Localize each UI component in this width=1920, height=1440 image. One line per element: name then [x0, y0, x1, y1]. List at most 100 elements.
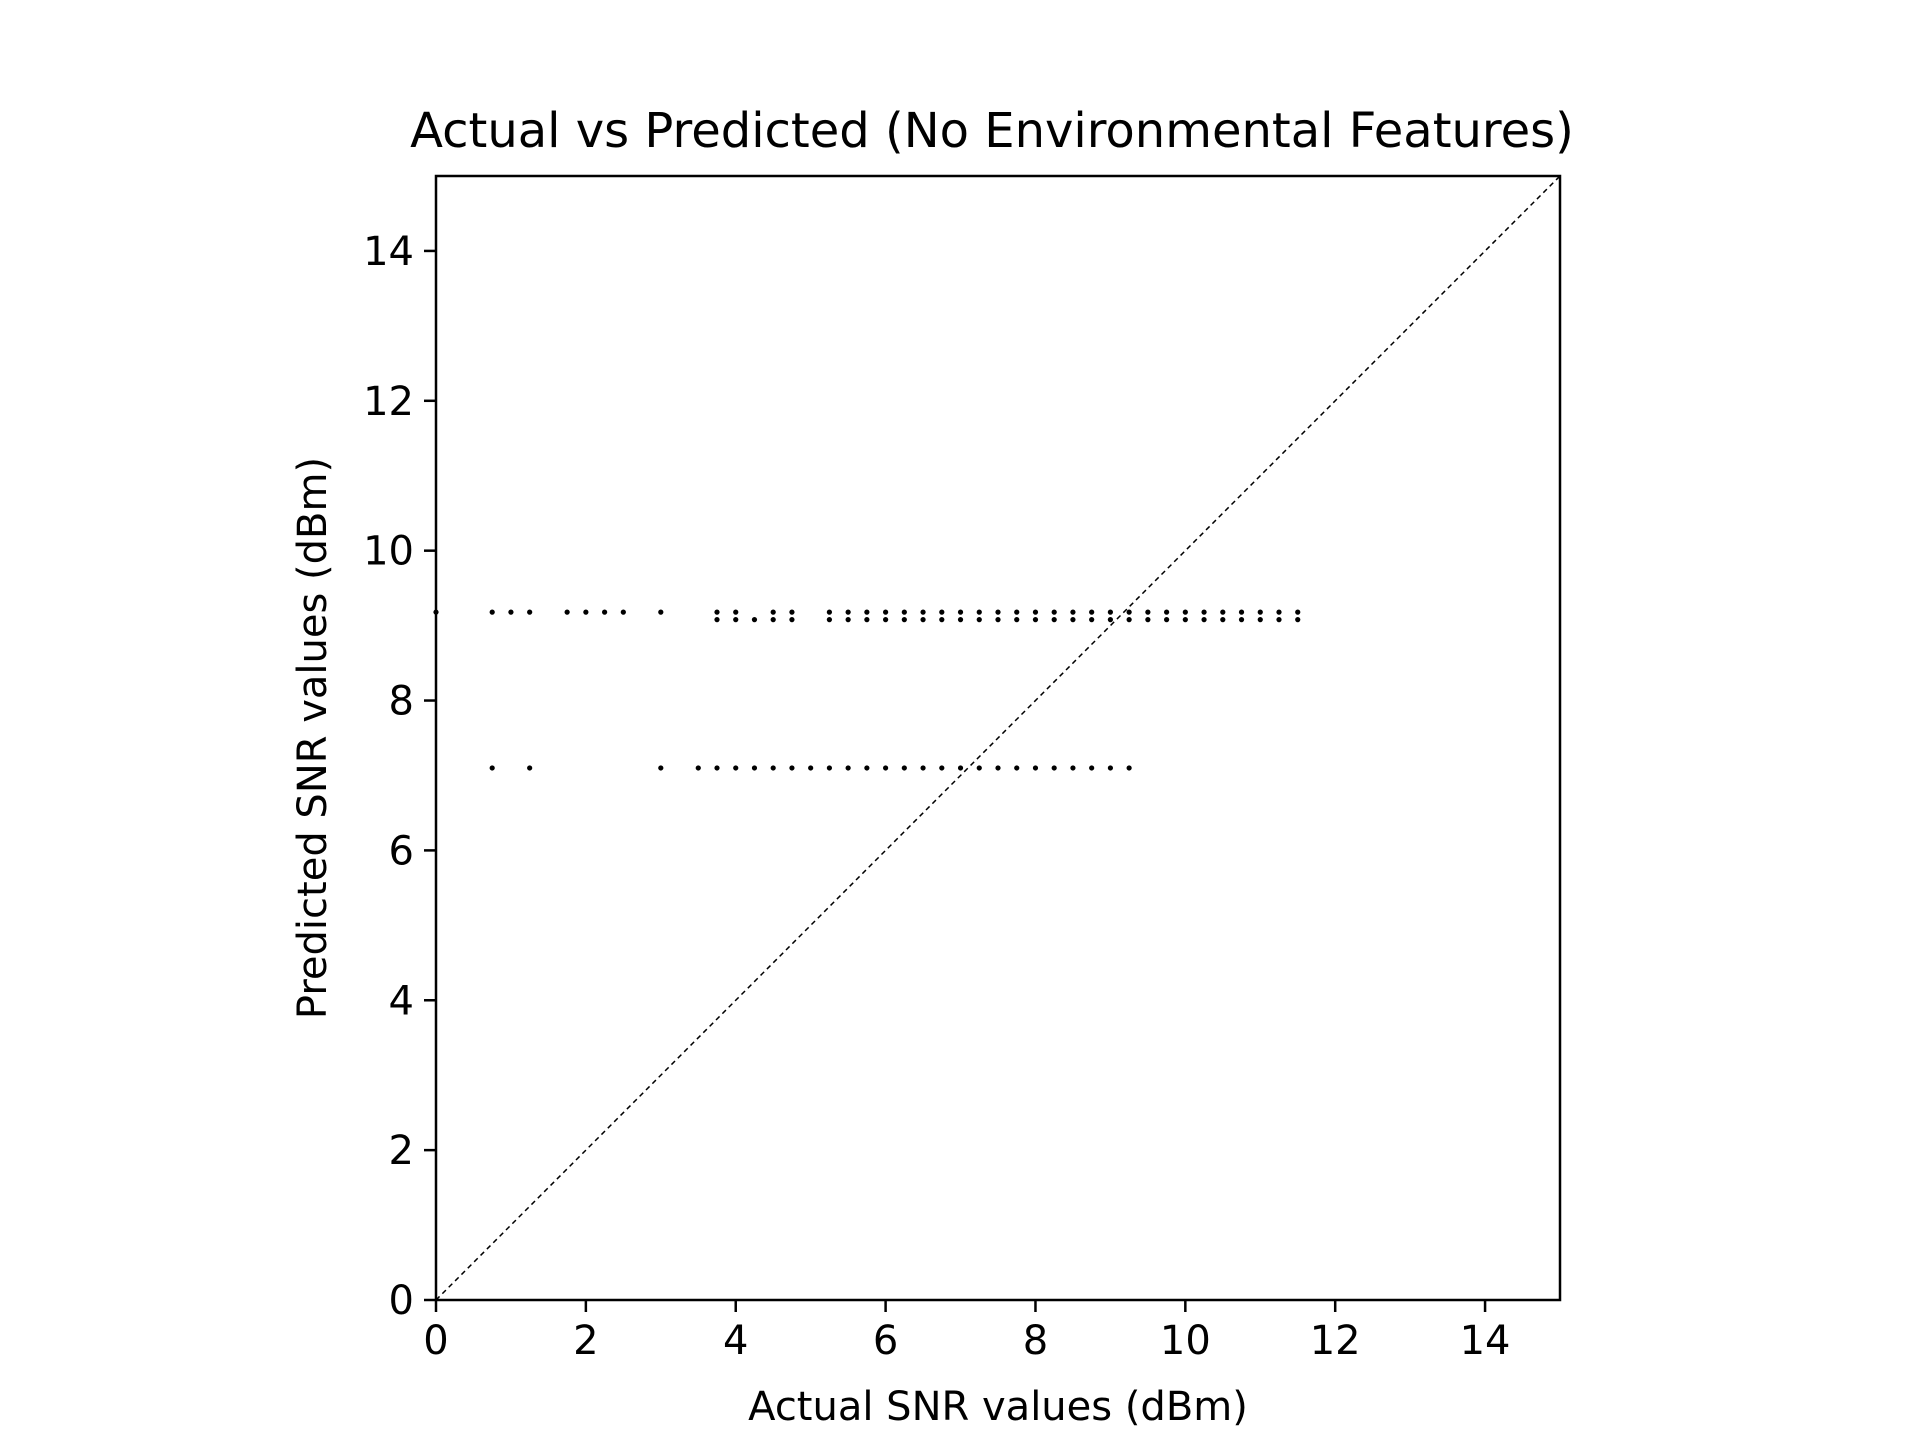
data-point-high-lower	[939, 617, 945, 623]
data-point-high-upper	[939, 609, 945, 615]
data-point-high-upper	[1014, 609, 1020, 615]
y-tick-label: 8	[389, 679, 414, 725]
data-point-high-upper	[527, 609, 533, 615]
data-point-high-upper	[883, 609, 889, 615]
data-point-high-lower	[1257, 617, 1263, 623]
data-point-low	[1070, 765, 1076, 771]
data-point-high-upper	[901, 609, 907, 615]
data-point-high-upper	[583, 609, 589, 615]
data-point-high-lower	[1220, 617, 1226, 623]
data-point-high-lower	[1126, 617, 1132, 623]
x-axis-title: Actual SNR values (dBm)	[748, 1384, 1248, 1430]
data-point-high-lower	[1182, 617, 1188, 623]
data-point-high-upper	[1182, 609, 1188, 615]
data-point-high-upper	[789, 609, 795, 615]
data-point-high-lower	[901, 617, 907, 623]
data-point-high-lower	[1070, 617, 1076, 623]
data-point-high-upper	[564, 609, 570, 615]
data-point-high-upper	[1145, 609, 1151, 615]
data-point-high-upper	[864, 609, 870, 615]
data-point-high-upper	[957, 609, 964, 615]
data-point-high-lower	[1238, 617, 1245, 623]
data-point-high-lower	[770, 617, 776, 623]
x-tick-label: 0	[423, 1318, 448, 1364]
data-point-high-upper	[1051, 609, 1057, 615]
data-point-low	[1014, 765, 1020, 771]
data-point-high-lower	[733, 617, 739, 623]
data-point-high-lower	[995, 617, 1001, 623]
y-tick-label: 6	[389, 828, 414, 874]
axis-ticks-layer: 0 2 4 6 8 10 12 14 0 2 4 6 8 10 12 14	[363, 229, 1510, 1364]
data-point-low	[845, 765, 851, 771]
data-point-high-upper	[1201, 609, 1207, 615]
data-point-low	[901, 765, 907, 771]
data-point-low	[1107, 765, 1113, 771]
x-tick-label: 14	[1460, 1318, 1511, 1364]
y-axis-title: Predicted SNR values (dBm)	[290, 457, 336, 1019]
data-point-high-upper	[714, 609, 720, 615]
data-point-low	[808, 765, 814, 771]
x-tick-label: 4	[723, 1318, 748, 1364]
y-tick-label: 2	[389, 1128, 414, 1174]
data-point-high-upper	[620, 609, 626, 615]
data-point-high-upper	[1070, 609, 1076, 615]
data-point-high-upper	[489, 609, 495, 615]
data-point-high-upper	[1089, 609, 1095, 615]
data-point-low	[489, 765, 495, 771]
data-point-high-lower	[714, 617, 720, 623]
data-point-high-lower	[1201, 617, 1207, 623]
y-tick-label: 0	[389, 1278, 414, 1324]
data-point-high-upper	[508, 609, 514, 615]
data-point-high-upper	[1126, 609, 1132, 615]
data-point-high-lower	[957, 617, 964, 623]
data-points-layer	[433, 609, 1301, 771]
data-point-high-upper	[1107, 609, 1113, 615]
reference-line-layer	[435, 175, 1561, 1301]
plot-frame	[434, 174, 1562, 1302]
data-point-high-upper	[920, 609, 926, 615]
data-point-high-lower	[1089, 617, 1095, 623]
data-point-low	[957, 765, 964, 771]
x-tick-label: 10	[1160, 1318, 1211, 1364]
x-tick-label: 6	[873, 1318, 898, 1364]
data-point-high-upper	[658, 609, 664, 615]
y-tick-label: 12	[363, 379, 414, 425]
data-point-high-lower	[1145, 617, 1151, 623]
data-point-high-lower	[1107, 617, 1113, 623]
x-tick-label: 8	[1023, 1318, 1048, 1364]
data-point-low	[976, 765, 982, 771]
data-point-low	[1089, 765, 1095, 771]
data-point-high-upper	[976, 609, 982, 615]
data-point-high-lower	[864, 617, 870, 623]
data-point-high-upper	[826, 609, 833, 615]
data-point-low	[939, 765, 945, 771]
y-tick-label: 4	[389, 978, 414, 1024]
data-point-high-upper	[1295, 609, 1301, 615]
data-point-high-lower	[920, 617, 926, 623]
data-point-high-lower	[751, 617, 758, 623]
data-point-high-lower	[1295, 617, 1301, 623]
data-point-low	[920, 765, 926, 771]
data-point-high-lower	[1164, 617, 1170, 623]
data-point-high-upper	[1257, 609, 1263, 615]
data-point-high-lower	[845, 617, 851, 623]
x-tick-label: 12	[1310, 1318, 1361, 1364]
data-point-low	[527, 765, 533, 771]
data-point-high-upper	[770, 609, 776, 615]
data-point-high-upper	[1164, 609, 1170, 615]
x-tick-label: 2	[573, 1318, 598, 1364]
data-point-high-lower	[789, 617, 795, 623]
chart-title: Actual vs Predicted (No Environmental Fe…	[410, 103, 1574, 159]
data-point-high-upper	[602, 609, 608, 615]
data-point-low	[995, 765, 1001, 771]
data-point-high-lower	[1276, 617, 1282, 623]
data-point-low	[714, 765, 720, 771]
data-point-low	[864, 765, 870, 771]
data-point-low	[658, 765, 664, 771]
data-point-high-lower	[1051, 617, 1057, 623]
data-point-low	[1126, 765, 1132, 771]
data-point-high-lower	[826, 617, 833, 623]
data-point-high-lower	[1032, 617, 1039, 623]
data-point-high-lower	[976, 617, 982, 623]
